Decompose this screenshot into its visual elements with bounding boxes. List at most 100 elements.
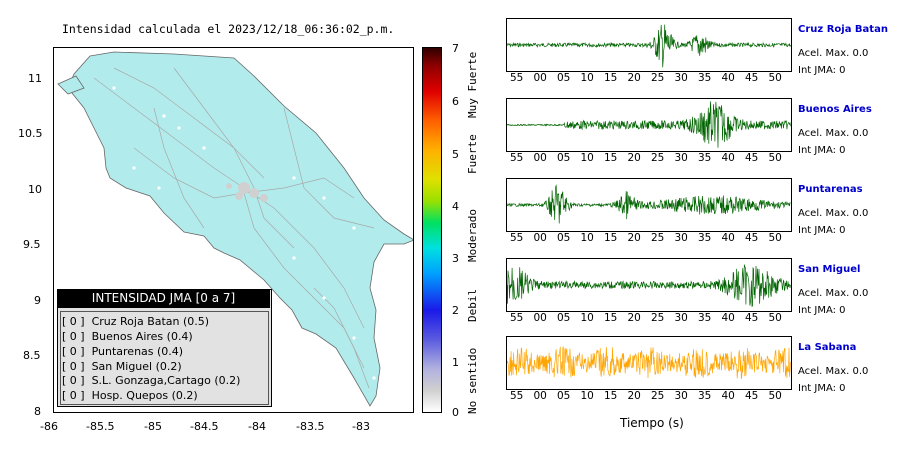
time-tick: 05 (557, 390, 571, 402)
peninsula-tip (57, 75, 85, 95)
time-tick: 50 (768, 72, 782, 84)
station-accel: Acel. Max. 0.0 (798, 366, 869, 377)
colorbar-label-moderado: Moderado (466, 209, 479, 262)
waveform-trace (506, 98, 792, 152)
station-accel: Acel. Max. 0.0 (798, 128, 869, 139)
time-tick: 15 (604, 232, 618, 244)
map-y-tick: 10.5 (18, 127, 43, 140)
time-tick: 50 (768, 232, 782, 244)
map-y-tick: 8 (34, 405, 41, 418)
time-tick: 00 (533, 232, 547, 244)
time-tick: 35 (698, 152, 712, 164)
time-tick: 25 (651, 232, 665, 244)
map-x-tick: -84.5 (190, 420, 219, 433)
time-tick: 20 (627, 152, 641, 164)
time-tick: 05 (557, 312, 571, 324)
colorbar-tick: 6 (452, 95, 459, 108)
legend-item: [ 0 ] San Miguel (0.2) (62, 360, 182, 373)
time-tick: 15 (604, 312, 618, 324)
legend-item: [ 0 ] Buenos Aires (0.4) (62, 330, 193, 343)
map-x-tick: -85 (144, 420, 162, 433)
legend-item: [ 0 ] Hosp. Quepos (0.2) (62, 389, 198, 402)
time-tick: 25 (651, 312, 665, 324)
station-intensity: Int JMA: 0 (798, 145, 846, 156)
colorbar-tick: 2 (452, 304, 459, 317)
map-x-tick: -84 (248, 420, 266, 433)
time-tick: 25 (651, 72, 665, 84)
colorbar-tick: 7 (452, 42, 459, 55)
time-tick: 20 (627, 312, 641, 324)
time-tick: 10 (580, 152, 594, 164)
waveform-line (507, 101, 791, 148)
time-tick: 55 (510, 152, 524, 164)
map-x-tick: -83 (352, 420, 370, 433)
station-name: La Sabana (798, 342, 857, 353)
colorbar-label-no-sentido: No sentido (466, 347, 479, 414)
time-tick: 55 (510, 232, 524, 244)
city-dots (226, 182, 268, 202)
time-tick: 35 (698, 390, 712, 402)
legend-list (60, 311, 269, 405)
colorbar-tick: 0 (452, 406, 459, 419)
time-tick: 00 (533, 390, 547, 402)
waveform-trace (506, 258, 792, 312)
time-tick: 50 (768, 390, 782, 402)
legend-item: [ 0 ] Puntarenas (0.4) (62, 345, 184, 358)
time-tick: 30 (674, 72, 688, 84)
time-tick: 10 (580, 312, 594, 324)
time-tick: 20 (627, 72, 641, 84)
time-tick: 00 (533, 152, 547, 164)
colorbar-label-fuerte: Fuerte (466, 134, 479, 174)
time-tick: 45 (745, 312, 759, 324)
map-y-tick: 11 (28, 72, 42, 85)
time-tick: 30 (674, 312, 688, 324)
costa-rica-land (67, 51, 413, 407)
time-tick: 45 (745, 152, 759, 164)
time-tick: 20 (627, 390, 641, 402)
time-tick: 50 (768, 312, 782, 324)
station-name: Buenos Aires (798, 104, 872, 115)
time-tick: 30 (674, 232, 688, 244)
time-tick: 45 (745, 390, 759, 402)
colorbar-tick: 5 (452, 148, 459, 161)
map-title: Intensidad calculada el 2023/12/18_06:36… (62, 22, 395, 36)
colorbar-tick: 4 (452, 200, 459, 213)
map-y-tick: 9 (34, 294, 41, 307)
colorbar-label-debil: Debil (466, 288, 479, 322)
time-tick: 30 (674, 152, 688, 164)
station-accel: Acel. Max. 0.0 (798, 208, 869, 219)
time-tick: 45 (745, 232, 759, 244)
station-name: San Miguel (798, 264, 861, 275)
station-intensity: Int JMA: 0 (798, 383, 846, 394)
colorbar-label-muy-fuerte: Muy Fuerte (466, 51, 479, 118)
waveform-line (507, 346, 791, 379)
intensity-colorbar (422, 47, 442, 413)
time-tick: 40 (721, 312, 735, 324)
time-tick: 40 (721, 232, 735, 244)
road-network (93, 67, 375, 389)
station-intensity: Int JMA: 0 (798, 225, 846, 236)
time-tick: 00 (533, 312, 547, 324)
map-y-tick: 9.5 (23, 238, 41, 251)
time-tick: 35 (698, 312, 712, 324)
time-tick: 25 (651, 390, 665, 402)
time-tick: 20 (627, 232, 641, 244)
time-tick: 40 (721, 390, 735, 402)
station-name: Puntarenas (798, 184, 863, 195)
map-y-tick: 8.5 (23, 349, 41, 362)
time-tick: 15 (604, 390, 618, 402)
time-tick: 10 (580, 232, 594, 244)
station-accel: Acel. Max. 0.0 (798, 288, 869, 299)
colorbar-tick: 1 (452, 356, 459, 369)
legend-item: [ 0 ] Cruz Roja Batan (0.5) (62, 315, 210, 328)
time-tick: 25 (651, 152, 665, 164)
time-tick: 15 (604, 152, 618, 164)
station-dots (112, 86, 376, 380)
legend-item: [ 0 ] S.L. Gonzaga,Cartago (0.2) (62, 374, 241, 387)
map-y-tick: 10 (28, 183, 42, 196)
map-x-tick: -86 (40, 420, 58, 433)
time-tick: 05 (557, 72, 571, 84)
time-tick: 50 (768, 152, 782, 164)
waveform-trace (506, 18, 792, 72)
time-tick: 55 (510, 72, 524, 84)
